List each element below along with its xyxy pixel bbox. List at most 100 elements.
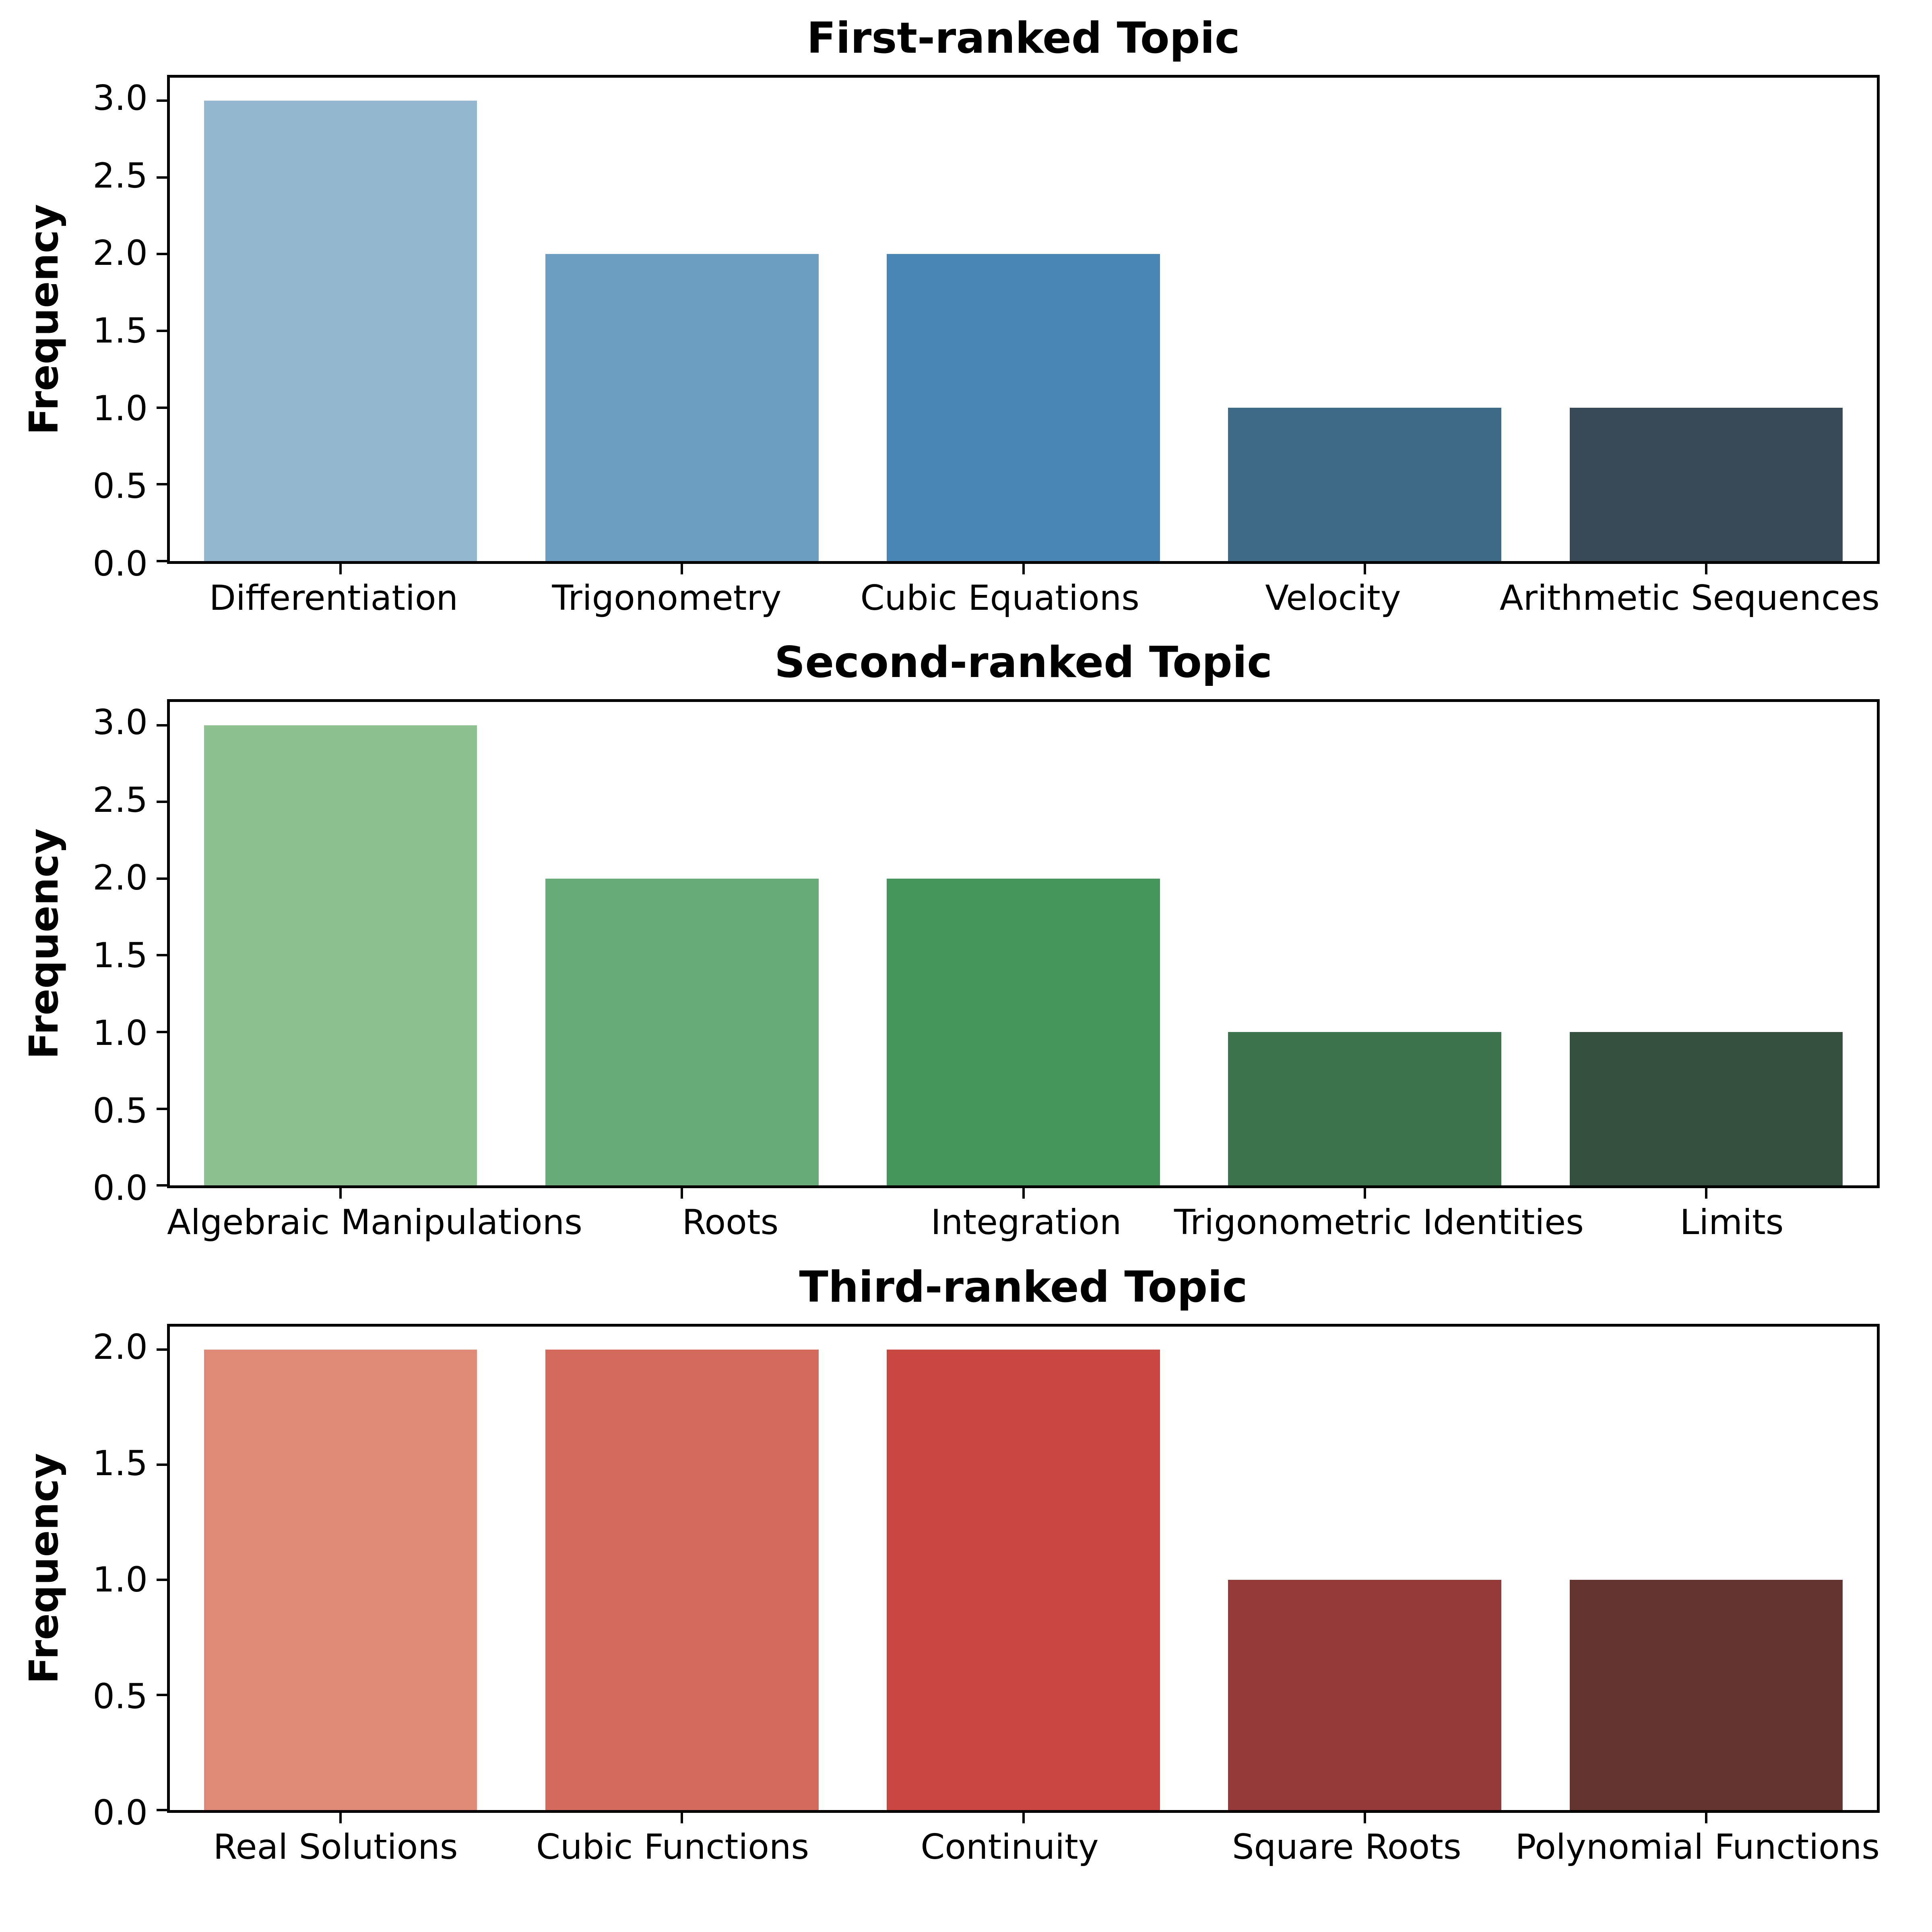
- plot-area: [157, 699, 1880, 1199]
- y-tick-mark: [157, 1348, 167, 1351]
- y-axis-label-column: Frequency: [20, 699, 68, 1188]
- y-tick-label: 3.0: [93, 702, 148, 743]
- y-tick-mark: [157, 1463, 167, 1466]
- x-tick-label: Trigonometric Identities: [1174, 1202, 1584, 1243]
- bar: [1228, 1032, 1501, 1186]
- y-tick-mark: [157, 1184, 167, 1187]
- x-tick-mark: [1022, 1812, 1025, 1823]
- bar: [887, 254, 1160, 561]
- y-tick-mark: [157, 253, 167, 256]
- chart-title: Third-ranked Topic: [799, 1262, 1248, 1312]
- x-tick-mark: [681, 564, 683, 574]
- x-tick-mark: [1705, 564, 1707, 574]
- y-axis-label: Frequency: [21, 204, 67, 435]
- x-tick-label: Real Solutions: [213, 1827, 458, 1867]
- y-axis-ticks: 0.0 0.5 1.0 1.5 2.0: [68, 1324, 167, 1830]
- y-tick-label: 0.0: [93, 1168, 148, 1209]
- y-tick-mark: [157, 559, 167, 562]
- bar: [1228, 407, 1501, 561]
- chart-title: Second-ranked Topic: [774, 638, 1272, 687]
- y-tick-label: 2.0: [93, 857, 148, 898]
- bar: [545, 1350, 819, 1810]
- y-tick-label: 1.5: [93, 311, 148, 351]
- y-tick-label: 0.5: [93, 466, 148, 507]
- chart-body: Frequency 0.0 0.5 1.0 1.5 2.0 2.5 3.0: [20, 74, 1932, 581]
- plot-wrapper: [157, 74, 1880, 574]
- bar: [1569, 1032, 1843, 1186]
- x-tick-mark: [1705, 1812, 1707, 1823]
- y-axis-ticks: 0.0 0.5 1.0 1.5 2.0 2.5 3.0: [68, 75, 167, 581]
- y-tick-mark: [157, 801, 167, 803]
- bar: [887, 878, 1160, 1186]
- y-tick-mark: [157, 99, 167, 102]
- x-tick-mark: [1022, 1188, 1025, 1199]
- plot-area: [157, 1323, 1880, 1823]
- y-tick-mark: [157, 406, 167, 409]
- chart-body: Frequency 0.0 0.5 1.0 1.5 2.0 2.5 3.0: [20, 699, 1932, 1205]
- y-tick-label: 2.5: [93, 155, 148, 196]
- x-tick-mark: [1705, 1188, 1707, 1199]
- y-tick-mark: [157, 724, 167, 727]
- x-tick-mark: [681, 1812, 683, 1823]
- x-tick-mark: [1363, 1188, 1366, 1199]
- x-tick-mark: [1363, 564, 1366, 574]
- x-tick-mark: [1022, 564, 1025, 574]
- y-axis-label: Frequency: [21, 828, 67, 1059]
- x-tick-label: Limits: [1680, 1202, 1784, 1243]
- x-axis-tick-labels: Algebraic Manipulations Roots Integration T…: [167, 1203, 1880, 1242]
- y-tick-label: 1.0: [93, 388, 148, 429]
- y-tick-label: 0.0: [93, 543, 148, 584]
- x-tick-label: Differentiation: [209, 578, 458, 618]
- bar: [545, 878, 819, 1186]
- bar: [887, 1350, 1160, 1810]
- chart-title: First-ranked Topic: [807, 13, 1240, 63]
- figure: First-ranked Topic Frequency 0.0 0.5 1.0 1.…: [20, 10, 1932, 1866]
- y-tick-mark: [157, 176, 167, 179]
- x-tick-label: Square Roots: [1232, 1827, 1461, 1867]
- y-tick-label: 2.0: [93, 1327, 148, 1367]
- x-tick-mark: [681, 1188, 683, 1199]
- x-tick-label: Polynomial Functions: [1515, 1827, 1880, 1867]
- bar: [1228, 1579, 1501, 1810]
- y-axis-label-column: Frequency: [20, 75, 68, 564]
- x-axis-tick-labels: Differentiation Trigonometry Cubic Equatio…: [167, 579, 1880, 617]
- y-tick-label: 1.5: [93, 1443, 148, 1484]
- x-tick-mark: [339, 1188, 342, 1199]
- x-tick-label: Integration: [931, 1202, 1122, 1243]
- y-tick-label: 0.5: [93, 1676, 148, 1717]
- y-tick-mark: [157, 1808, 167, 1811]
- y-tick-label: 0.0: [93, 1792, 148, 1833]
- x-tick-mark: [1363, 1812, 1366, 1823]
- x-axis-tick-labels: Real Solutions Cubic Functions Continuity S…: [167, 1828, 1880, 1866]
- x-tick-label: Cubic Functions: [536, 1827, 809, 1867]
- y-tick-mark: [157, 483, 167, 486]
- y-tick-label: 1.0: [93, 1013, 148, 1053]
- x-tick-label: Velocity: [1265, 578, 1401, 618]
- y-tick-label: 0.5: [93, 1090, 148, 1131]
- chart-first-ranked-topic: First-ranked Topic Frequency 0.0 0.5 1.0 1.…: [20, 10, 1932, 617]
- y-tick-mark: [157, 954, 167, 957]
- y-tick-mark: [157, 1031, 167, 1034]
- x-tick-label: Continuity: [921, 1827, 1099, 1867]
- x-tick-label: Arithmetic Sequences: [1499, 578, 1880, 618]
- x-tick-label: Cubic Equations: [860, 578, 1139, 618]
- plot-wrapper: [157, 1323, 1880, 1823]
- x-tick-mark: [339, 1812, 342, 1823]
- bar: [204, 101, 477, 561]
- y-tick-label: 3.0: [93, 78, 148, 118]
- x-tick-label: Algebraic Manipulations: [167, 1202, 582, 1243]
- bar: [204, 1350, 477, 1810]
- x-tick-mark: [339, 564, 342, 574]
- plot-wrapper: [157, 699, 1880, 1199]
- plot-area: [157, 74, 1880, 574]
- y-tick-label: 2.0: [93, 233, 148, 274]
- y-tick-mark: [157, 877, 167, 880]
- bar: [1569, 407, 1843, 561]
- y-axis-label-column: Frequency: [20, 1324, 68, 1813]
- chart-third-ranked-topic: Third-ranked Topic Frequency 0.0 0.5 1.0 1.…: [20, 1244, 1932, 1866]
- y-tick-mark: [157, 1578, 167, 1581]
- y-tick-label: 1.0: [93, 1560, 148, 1600]
- y-tick-mark: [157, 1107, 167, 1110]
- x-tick-label: Roots: [682, 1202, 779, 1243]
- y-axis-label: Frequency: [21, 1453, 67, 1684]
